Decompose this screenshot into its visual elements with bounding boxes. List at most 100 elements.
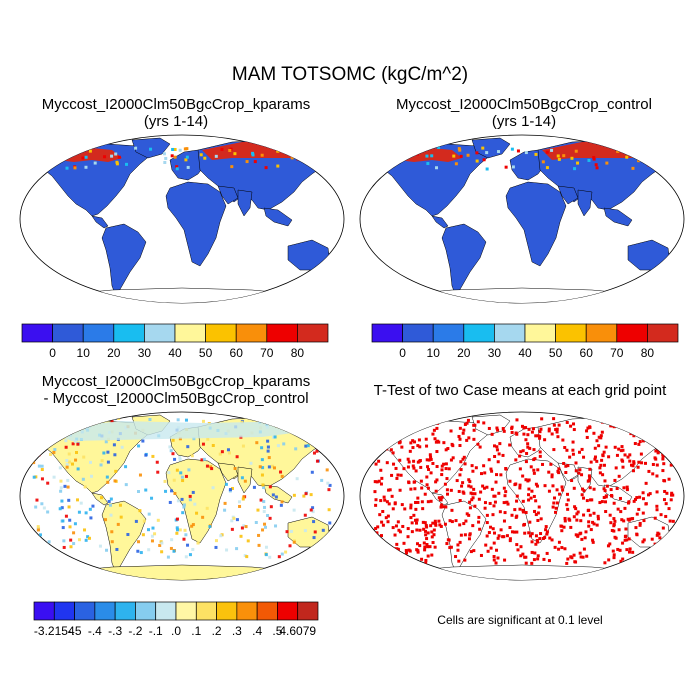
grid-cell — [176, 418, 180, 422]
grid-cell — [266, 445, 270, 449]
grid-cell — [117, 155, 121, 159]
grid-cell — [109, 513, 113, 517]
significant-cell — [555, 430, 559, 434]
significant-cell — [502, 501, 506, 505]
grid-cell — [113, 479, 117, 483]
grid-cell — [65, 459, 69, 463]
grid-cell — [151, 526, 155, 530]
significant-cell — [416, 500, 420, 504]
significant-cell — [661, 457, 665, 461]
grid-cell — [261, 483, 265, 487]
significant-cell — [577, 471, 581, 475]
continent-arabia — [557, 185, 579, 205]
significant-cell — [457, 559, 461, 563]
grid-cell — [196, 541, 200, 545]
significant-cell — [429, 524, 433, 528]
colorbar-swatch — [524, 323, 556, 343]
significant-cell — [588, 476, 592, 480]
significant-cell — [625, 485, 629, 489]
significant-cell — [379, 534, 383, 538]
significant-cell — [391, 507, 395, 511]
significant-cell — [647, 469, 651, 473]
significant-cell — [502, 535, 506, 539]
grid-cell — [68, 518, 72, 522]
grid-cell — [269, 505, 273, 509]
grid-cell — [191, 490, 195, 494]
colorbar-tick-label: 0 — [49, 346, 56, 360]
significant-cell — [374, 462, 378, 466]
grid-cell — [321, 528, 325, 532]
significant-cell — [536, 468, 540, 472]
significant-cell — [468, 532, 472, 536]
significant-cell — [557, 547, 561, 551]
grid-cell — [576, 161, 580, 165]
significant-cell — [612, 523, 616, 527]
colorbar-swatch — [174, 323, 206, 343]
grid-cell — [550, 148, 554, 152]
grid-cell — [274, 524, 278, 528]
significant-cell — [422, 541, 426, 545]
grid-cell — [170, 489, 174, 493]
grid-cell — [45, 426, 49, 430]
significant-cell — [374, 526, 378, 530]
significant-cell — [458, 426, 462, 430]
grid-cell — [233, 467, 237, 471]
significant-cell — [667, 431, 671, 435]
significant-cell — [524, 561, 528, 565]
panel-kparams-subtitle: (yrs 1-14) — [143, 113, 209, 130]
significant-cell — [655, 547, 659, 551]
grid-cell — [64, 439, 68, 443]
grid-cell — [230, 527, 234, 531]
grid-cell — [205, 506, 209, 510]
significant-cell — [379, 468, 383, 472]
grid-cell — [160, 550, 164, 554]
significant-cell — [386, 559, 390, 563]
grid-cell — [616, 149, 620, 153]
grid-cell — [254, 520, 258, 524]
grid-cell — [176, 499, 180, 503]
significant-cell — [554, 428, 558, 432]
significant-cell — [487, 458, 491, 462]
grid-cell — [72, 418, 76, 422]
significant-cell — [519, 450, 523, 454]
significant-cell — [656, 450, 660, 454]
significant-cell — [576, 534, 580, 538]
significant-cell — [553, 545, 557, 549]
significant-cell — [426, 500, 430, 504]
significant-cell — [524, 478, 528, 482]
grid-cell — [150, 496, 154, 500]
grid-cell — [50, 421, 54, 425]
grid-cell — [59, 486, 63, 490]
grid-cell — [201, 442, 205, 446]
significant-cell — [621, 557, 625, 561]
colorbar-swatch — [585, 323, 618, 343]
grid-cell — [280, 552, 284, 556]
significant-cell — [416, 496, 420, 500]
grid-cell — [292, 508, 296, 512]
significant-cell — [585, 435, 589, 439]
grid-cell — [59, 427, 63, 431]
significant-cell — [533, 551, 537, 555]
significant-cell — [592, 522, 596, 526]
significant-cell — [376, 545, 380, 549]
significant-cell — [582, 496, 586, 500]
grid-cell — [60, 506, 64, 510]
significant-cell — [398, 425, 402, 429]
significant-cell — [589, 460, 593, 464]
significant-cell — [493, 454, 497, 458]
significant-cell — [587, 520, 591, 524]
significant-cell — [442, 441, 446, 445]
continent-central-america — [431, 215, 449, 229]
significant-cell — [574, 461, 578, 465]
grid-cell — [81, 477, 85, 481]
colorbar-tick-label: -.4 — [88, 624, 102, 638]
significant-cell — [569, 424, 573, 428]
significant-cell — [484, 543, 488, 547]
significant-cell — [565, 503, 569, 507]
significant-cell — [398, 530, 402, 534]
grid-cell — [238, 504, 242, 508]
grid-cell — [225, 548, 229, 552]
significant-cell — [493, 500, 497, 504]
significant-cell — [479, 553, 483, 557]
significant-cell — [510, 430, 514, 434]
